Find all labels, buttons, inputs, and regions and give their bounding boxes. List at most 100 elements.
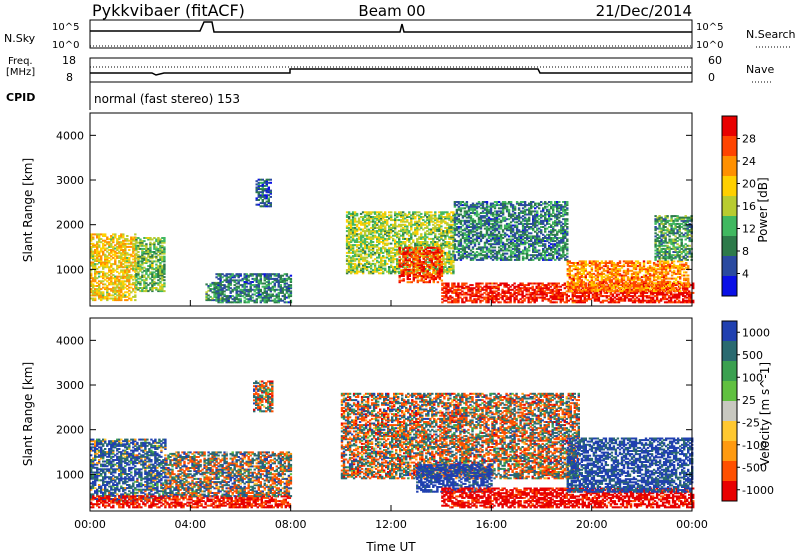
data-cell: [487, 247, 491, 250]
data-cell: [249, 274, 252, 277]
data-cell: [102, 242, 105, 245]
data-cell: [412, 223, 415, 226]
data-cell: [530, 244, 533, 247]
data-cell: [485, 282, 488, 285]
data-cell: [227, 281, 230, 283]
data-cell: [137, 237, 140, 239]
data-cell: [287, 288, 291, 291]
data-cell: [440, 236, 443, 239]
data-cell: [137, 251, 140, 253]
data-cell: [432, 264, 435, 266]
data-cell: [108, 245, 111, 248]
data-cell: [404, 237, 407, 240]
data-cell: [251, 274, 254, 277]
data-cell: [410, 219, 413, 222]
data-cell: [396, 233, 399, 236]
data-cell: [213, 291, 216, 294]
data-cell: [521, 226, 525, 228]
data-cell: [420, 276, 423, 279]
data-cell: [501, 218, 505, 221]
data-cell: [402, 256, 405, 259]
data-cell: [491, 298, 494, 301]
data-cell: [349, 245, 353, 248]
data-cell: [247, 274, 250, 277]
data-cell: [441, 284, 444, 287]
data-cell: [347, 242, 351, 245]
data-cell: [542, 257, 545, 260]
data-cell: [473, 208, 477, 211]
data-cell: [408, 251, 411, 254]
data-cell: [511, 213, 515, 216]
data-cell: [438, 273, 442, 276]
data-cell: [481, 210, 485, 213]
data-cell: [422, 265, 425, 268]
data-cell: [163, 265, 166, 268]
data-cell: [376, 241, 379, 243]
data-cell: [135, 265, 138, 268]
data-cell: [98, 255, 101, 258]
data-cell: [444, 264, 447, 267]
data-cell: [365, 247, 369, 250]
data-cell: [145, 285, 148, 288]
data-cell: [106, 272, 109, 275]
data-cell: [213, 295, 216, 298]
data-cell: [416, 270, 419, 273]
data-cell: [279, 285, 282, 288]
data-cell: [402, 236, 405, 239]
data-cell: [497, 295, 500, 298]
data-cell: [384, 216, 387, 218]
data-cell: [145, 272, 148, 275]
data-cell: [528, 258, 531, 261]
data-cell: [422, 223, 425, 226]
data-cell: [448, 261, 451, 264]
data-cell: [347, 250, 351, 253]
data-cell: [259, 274, 262, 277]
data-cell: [159, 240, 162, 243]
data-cell: [267, 199, 270, 201]
data-cell: [104, 233, 107, 236]
data-cell: [487, 212, 491, 214]
data-cell: [426, 225, 429, 228]
data-cell: [489, 246, 493, 249]
data-cell: [122, 295, 125, 298]
data-cell: [426, 226, 429, 229]
data-cell: [422, 242, 425, 245]
data-cell: [126, 288, 129, 291]
data-cell: [394, 272, 397, 275]
data-cell: [265, 296, 268, 299]
data-cell: [489, 232, 493, 235]
data-cell: [453, 202, 457, 205]
data-cell: [153, 251, 156, 253]
data-cell: [453, 255, 457, 258]
data-cell: [530, 226, 533, 228]
data-cell: [120, 285, 123, 287]
data-cell: [473, 243, 477, 246]
data-cell: [100, 249, 103, 251]
data-cell: [380, 264, 383, 267]
data-cell: [116, 286, 119, 289]
data-cell: [493, 201, 497, 203]
data-cell: [369, 253, 373, 256]
data-cell: [215, 290, 218, 293]
data-cell: [124, 295, 127, 298]
data-cell: [471, 258, 475, 261]
data-cell: [155, 287, 158, 289]
data-cell: [422, 244, 425, 247]
data-cell: [426, 270, 429, 273]
data-cell: [552, 246, 555, 249]
data-cell: [259, 301, 262, 304]
data-cell: [477, 232, 481, 235]
data-cell: [428, 223, 431, 226]
data-cell: [247, 299, 250, 302]
data-cell: [137, 265, 140, 268]
data-cell: [159, 241, 162, 244]
data-cell: [495, 212, 499, 214]
data-cell: [114, 250, 117, 253]
data-cell: [523, 222, 527, 225]
data-cell: [495, 201, 499, 203]
data-cell: [447, 296, 450, 299]
data-cell: [217, 277, 220, 280]
data-cell: [556, 257, 559, 260]
data-cell: [483, 233, 487, 236]
data-cell: [523, 243, 527, 246]
